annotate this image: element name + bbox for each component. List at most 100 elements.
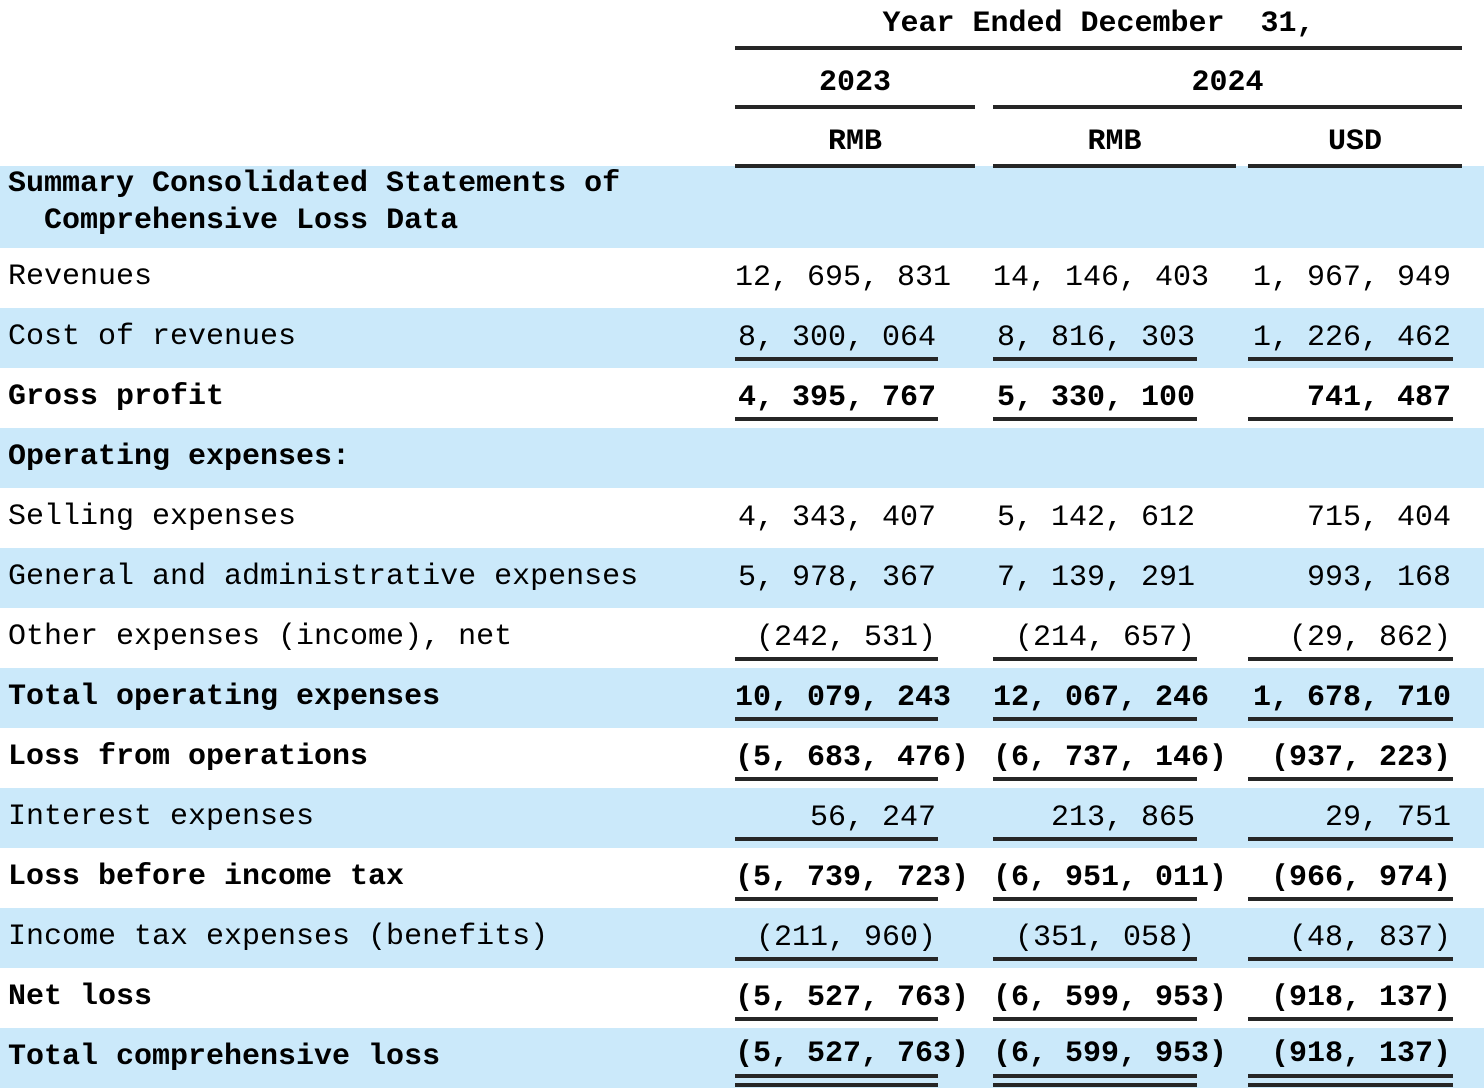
right-margin xyxy=(1462,428,1484,488)
row-label: Interest expenses xyxy=(8,799,315,834)
value-2024-usd: (48, 837) xyxy=(1248,921,1454,962)
cell-2024-rmb: (6, 737, 146) xyxy=(993,728,1236,788)
row-label: Revenues xyxy=(8,259,153,294)
cell-2023-rmb: (5, 527, 763) xyxy=(735,1028,975,1088)
unit-header-2023-rmb: RMB xyxy=(735,107,975,168)
table-row-net-loss: Net loss (5, 527, 763) (6, 599, 953) (91… xyxy=(0,968,1484,1028)
value-2023-rmb: 4, 395, 767 xyxy=(735,381,938,422)
column-gap xyxy=(1236,668,1248,728)
cell-2023-rmb: (5, 527, 763) xyxy=(735,968,975,1028)
column-gap xyxy=(975,368,993,428)
cell-2024-rmb xyxy=(993,428,1236,488)
column-gap xyxy=(1236,1028,1248,1088)
cell-2024-usd: (29, 862) xyxy=(1248,608,1462,668)
row-label: General and administrative expenses xyxy=(8,559,639,594)
value-2024-usd: 993, 168 xyxy=(1307,561,1452,596)
value-2023-rmb: (5, 527, 763) xyxy=(735,1037,969,1088)
table-row-loss-from-operations: Loss from operations (5, 683, 476) (6, 7… xyxy=(0,728,1484,788)
header-row-year: Year Ended December 31, xyxy=(0,0,1484,50)
value-2023-rmb: 4, 343, 407 xyxy=(737,501,936,536)
value-2023-rmb: (5, 527, 763) xyxy=(735,981,969,1022)
column-gap xyxy=(975,428,993,488)
value-2024-rmb: 5, 142, 612 xyxy=(996,501,1195,536)
value-2024-rmb: 7, 139, 291 xyxy=(996,561,1195,596)
cell-2024-rmb: 8, 816, 303 xyxy=(993,308,1236,368)
cell-2024-usd: 993, 168 xyxy=(1248,548,1462,608)
right-margin xyxy=(1462,548,1484,608)
column-gap xyxy=(975,488,993,548)
cell-2023-rmb: (5, 683, 476) xyxy=(735,728,975,788)
cell-2024-usd xyxy=(1248,166,1462,248)
table-row-cost-of-revenues: Cost of revenues 8, 300, 064 8, 816, 303… xyxy=(0,308,1484,369)
column-gap xyxy=(1236,248,1248,308)
right-margin xyxy=(1462,668,1484,728)
row-label: Operating expenses: xyxy=(8,439,351,474)
cell-2023-rmb: (5, 739, 723) xyxy=(735,848,975,908)
cell-2024-usd: 29, 751 xyxy=(1248,788,1462,848)
value-2023-rmb: (5, 739, 723) xyxy=(735,861,969,902)
cell-2024-rmb: (351, 058) xyxy=(993,908,1236,968)
value-2024-rmb: (6, 951, 011) xyxy=(993,861,1227,902)
right-margin xyxy=(1462,107,1484,166)
cell-2023-rmb: (242, 531) xyxy=(735,608,975,668)
cell-2024-usd: (918, 137) xyxy=(1248,968,1462,1028)
column-gap xyxy=(1236,548,1248,608)
col-header-2023: 2023 xyxy=(735,48,975,109)
cell-2024-usd xyxy=(1248,428,1462,488)
right-margin xyxy=(1462,248,1484,308)
column-gap xyxy=(975,1028,993,1088)
table-row-revenues: Revenues 12, 695, 831 14, 146, 403 1, 96… xyxy=(0,248,1484,308)
value-2024-rmb xyxy=(993,235,1197,241)
column-gap xyxy=(1236,848,1248,908)
header-year-ended: Year Ended December 31, xyxy=(735,0,1463,50)
value-2024-rmb: 5, 330, 100 xyxy=(993,381,1197,422)
table-row-section-title: Summary Consolidated Statements of Compr… xyxy=(0,166,1484,249)
table-row-loss-before-income-tax: Loss before income tax (5, 739, 723) (6,… xyxy=(0,848,1484,908)
cell-2024-rmb: (214, 657) xyxy=(993,608,1236,668)
cell-2023-rmb: 5, 978, 367 xyxy=(735,548,975,608)
value-2024-usd: (918, 137) xyxy=(1248,981,1454,1022)
column-gap xyxy=(1236,968,1248,1028)
right-margin xyxy=(1462,608,1484,668)
table-row-other-expenses: Other expenses (income), net (242, 531) … xyxy=(0,608,1484,668)
cell-2024-rmb: 12, 067, 246 xyxy=(993,668,1236,728)
header-spacer xyxy=(0,48,735,107)
column-gap xyxy=(1236,107,1248,166)
row-label: Other expenses (income), net xyxy=(8,619,513,654)
header-row-years: 2023 2024 xyxy=(0,48,1484,109)
value-2023-rmb: 12, 695, 831 xyxy=(735,261,952,296)
value-2023-rmb: 10, 079, 243 xyxy=(735,681,951,722)
row-label: Gross profit xyxy=(8,379,225,414)
value-2023-rmb: (5, 683, 476) xyxy=(735,741,969,782)
column-gap xyxy=(975,788,993,848)
column-gap xyxy=(975,107,993,166)
cell-2023-rmb: (211, 960) xyxy=(735,908,975,968)
row-label: Loss before income tax xyxy=(8,859,405,894)
cell-2023-rmb: 4, 343, 407 xyxy=(735,488,975,548)
column-gap xyxy=(975,248,993,308)
column-gap xyxy=(975,968,993,1028)
table-row-operating-expenses-header: Operating expenses: xyxy=(0,428,1484,489)
value-2023-rmb: (242, 531) xyxy=(735,621,938,662)
right-margin xyxy=(1462,166,1484,248)
column-gap xyxy=(975,608,993,668)
cell-2024-rmb xyxy=(993,166,1236,248)
row-label: Selling expenses xyxy=(8,499,297,534)
column-gap xyxy=(975,908,993,968)
column-gap xyxy=(1236,428,1248,488)
unit-header-2024-rmb: RMB xyxy=(993,107,1236,168)
value-2024-usd xyxy=(1248,235,1453,241)
value-2024-rmb: (351, 058) xyxy=(993,921,1197,962)
column-gap xyxy=(975,728,993,788)
column-gap xyxy=(1236,368,1248,428)
table-row-selling-expenses: Selling expenses 4, 343, 407 5, 142, 612… xyxy=(0,488,1484,548)
value-2023-rmb: 8, 300, 064 xyxy=(735,321,938,362)
value-2024-rmb: 12, 067, 246 xyxy=(993,681,1209,722)
value-2024-usd: (966, 974) xyxy=(1248,861,1454,902)
value-2024-usd: (937, 223) xyxy=(1248,741,1454,782)
value-2024-rmb xyxy=(993,475,1197,481)
header-row-units: RMB RMB USD xyxy=(0,107,1484,168)
value-2024-rmb: 14, 146, 403 xyxy=(993,261,1210,296)
column-gap xyxy=(1236,488,1248,548)
table-row-total-comprehensive-loss: Total comprehensive loss (5, 527, 763) (… xyxy=(0,1028,1484,1088)
